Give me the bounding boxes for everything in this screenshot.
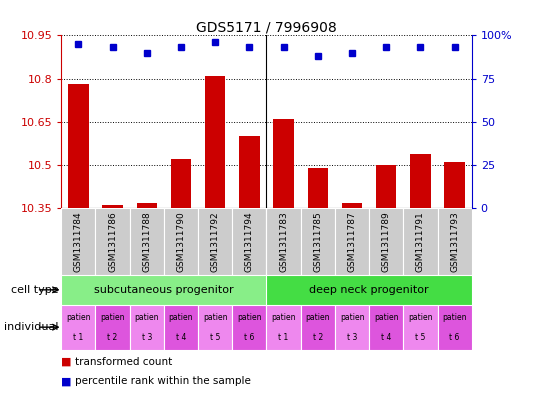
Bar	[205, 76, 225, 208]
Bar	[438, 208, 472, 275]
Bar	[171, 159, 191, 208]
Text: GSM1311793: GSM1311793	[450, 212, 459, 272]
Text: patien: patien	[271, 313, 296, 322]
Text: t 3: t 3	[142, 332, 152, 342]
Text: patien: patien	[408, 313, 433, 322]
Bar	[164, 305, 198, 350]
Text: transformed count: transformed count	[75, 356, 172, 367]
Text: patien: patien	[100, 313, 125, 322]
Text: GSM1311794: GSM1311794	[245, 212, 254, 272]
Text: patien: patien	[66, 313, 91, 322]
Text: GSM1311790: GSM1311790	[176, 212, 185, 272]
Bar	[342, 202, 362, 208]
Text: patien: patien	[203, 313, 228, 322]
Text: GSM1311785: GSM1311785	[313, 212, 322, 272]
Bar	[130, 305, 164, 350]
Bar	[130, 208, 164, 275]
Bar	[376, 165, 397, 208]
Text: t 6: t 6	[244, 332, 255, 342]
Text: ■: ■	[61, 356, 72, 367]
Text: subcutaneous progenitor: subcutaneous progenitor	[94, 285, 233, 295]
Text: t 4: t 4	[176, 332, 186, 342]
Text: GSM1311787: GSM1311787	[348, 212, 357, 272]
Bar	[369, 208, 403, 275]
Text: patien: patien	[374, 313, 399, 322]
Text: GSM1311789: GSM1311789	[382, 212, 391, 272]
Text: patien: patien	[237, 313, 262, 322]
Bar	[61, 305, 95, 350]
Bar	[403, 305, 438, 350]
Bar	[266, 305, 301, 350]
Bar	[445, 162, 465, 208]
Text: t 5: t 5	[415, 332, 425, 342]
Bar	[335, 208, 369, 275]
Bar	[136, 202, 157, 208]
Bar	[68, 84, 88, 208]
Text: cell type: cell type	[11, 285, 59, 295]
Text: GSM1311784: GSM1311784	[74, 212, 83, 272]
Bar	[369, 305, 403, 350]
Text: patien: patien	[442, 313, 467, 322]
Bar	[239, 136, 260, 208]
Text: t 1: t 1	[278, 332, 289, 342]
Text: t 3: t 3	[347, 332, 357, 342]
Bar	[273, 119, 294, 208]
Bar	[198, 305, 232, 350]
Text: ■: ■	[61, 376, 72, 386]
Text: GSM1311786: GSM1311786	[108, 212, 117, 272]
Text: percentile rank within the sample: percentile rank within the sample	[75, 376, 251, 386]
Bar	[266, 275, 472, 305]
Bar	[308, 168, 328, 208]
Text: individual: individual	[4, 322, 59, 332]
Bar	[95, 305, 130, 350]
Bar	[301, 305, 335, 350]
Bar	[266, 208, 301, 275]
Text: t 4: t 4	[381, 332, 391, 342]
Text: patien: patien	[169, 313, 193, 322]
Text: t 6: t 6	[449, 332, 460, 342]
Text: GSM1311791: GSM1311791	[416, 212, 425, 272]
Bar	[410, 154, 431, 208]
Bar	[61, 208, 95, 275]
Text: t 2: t 2	[313, 332, 323, 342]
Text: t 1: t 1	[73, 332, 84, 342]
Title: GDS5171 / 7996908: GDS5171 / 7996908	[196, 20, 337, 34]
Text: GSM1311788: GSM1311788	[142, 212, 151, 272]
Bar	[403, 208, 438, 275]
Text: t 2: t 2	[108, 332, 118, 342]
Text: patien: patien	[305, 313, 330, 322]
Bar	[232, 305, 266, 350]
Bar	[335, 305, 369, 350]
Bar	[301, 208, 335, 275]
Text: patien: patien	[134, 313, 159, 322]
Text: GSM1311792: GSM1311792	[211, 212, 220, 272]
Text: t 5: t 5	[210, 332, 220, 342]
Text: deep neck progenitor: deep neck progenitor	[309, 285, 429, 295]
Bar	[438, 305, 472, 350]
Bar	[102, 206, 123, 208]
Bar	[61, 275, 266, 305]
Text: GSM1311783: GSM1311783	[279, 212, 288, 272]
Bar	[95, 208, 130, 275]
Text: patien: patien	[340, 313, 364, 322]
Bar	[198, 208, 232, 275]
Bar	[164, 208, 198, 275]
Bar	[232, 208, 266, 275]
